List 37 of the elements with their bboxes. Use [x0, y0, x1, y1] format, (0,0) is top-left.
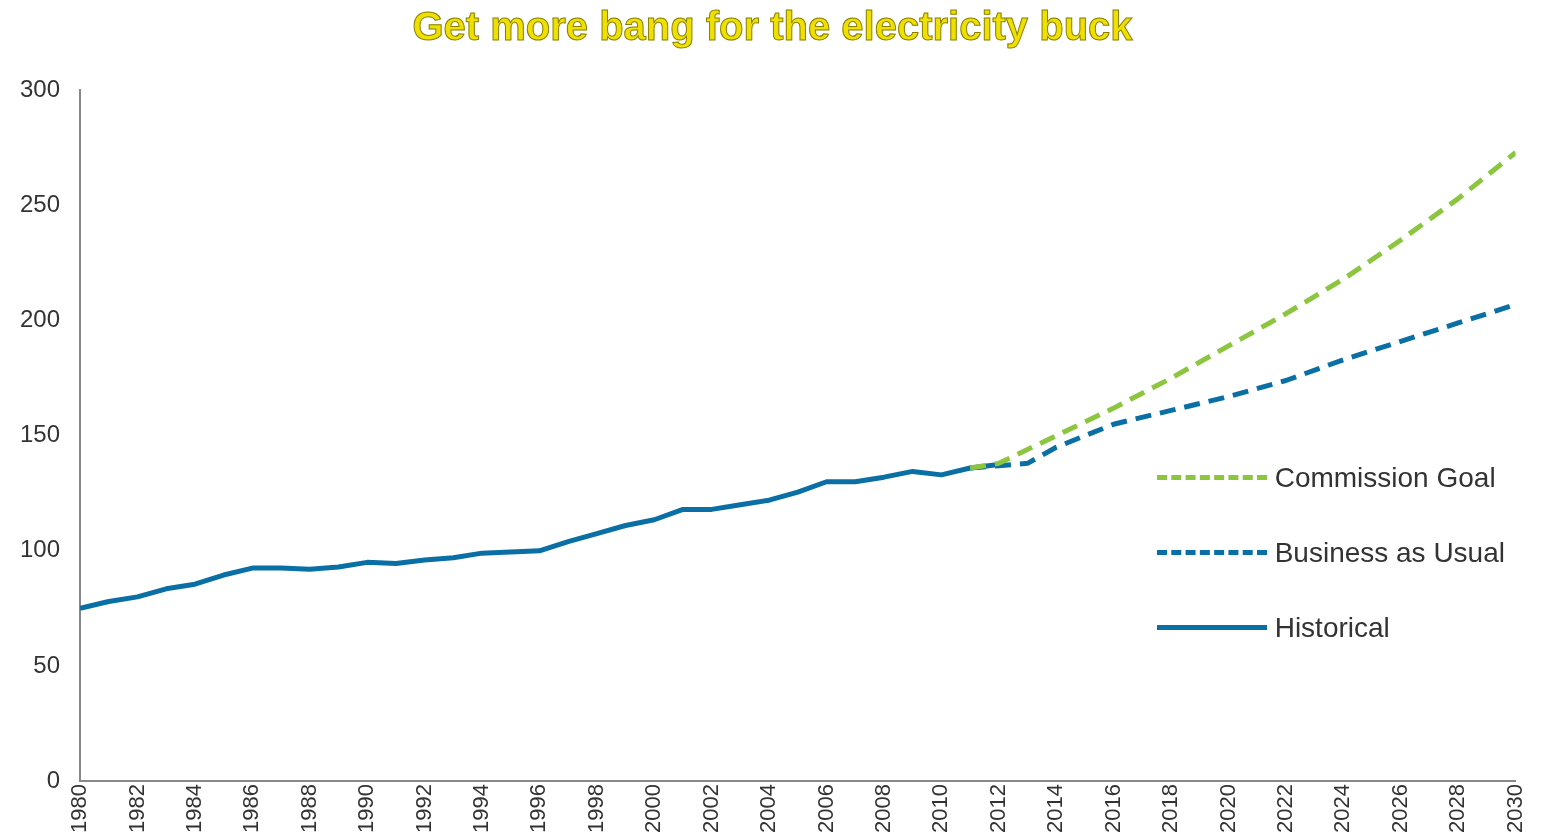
x-tick-label: 1990 [353, 784, 379, 834]
x-tick-label: 2020 [1214, 784, 1240, 834]
y-tick-label: 150 [20, 420, 61, 448]
x-tick-label: 1988 [295, 784, 321, 834]
x-tick-label: 2002 [697, 784, 723, 834]
x-tick-label: 2018 [1157, 784, 1183, 834]
x-tick-label: 2010 [927, 784, 953, 834]
x-tick-label: 2030 [1501, 784, 1527, 834]
x-tick-label: 1986 [238, 784, 264, 834]
x-tick-label: 2006 [812, 784, 838, 834]
x-tick-label: 2024 [1329, 784, 1355, 834]
legend-label: Commission Goal [1274, 461, 1496, 494]
x-tick-label: 2014 [1042, 784, 1068, 834]
x-tick-label: 1994 [468, 784, 494, 834]
y-tick-label: 250 [20, 190, 61, 218]
x-tick-label: 2004 [755, 784, 781, 834]
x-tick-label: 1992 [410, 784, 436, 834]
x-tick-label: 1982 [123, 784, 149, 834]
x-tick-label: 1996 [525, 784, 551, 834]
x-tick-label: 2016 [1099, 784, 1125, 834]
y-tick-label: 200 [20, 305, 61, 333]
legend-label: Business as Usual [1274, 536, 1505, 569]
x-tick-label: 2008 [870, 784, 896, 834]
chart-title: Get more bang for the electricity buck [411, 4, 1134, 49]
x-tick-label: 2000 [640, 784, 666, 834]
legend-label: Historical [1274, 611, 1390, 644]
y-tick-label: 0 [46, 765, 61, 793]
y-tick-label: 100 [20, 535, 61, 563]
x-tick-label: 1980 [66, 784, 92, 834]
x-tick-label: 2022 [1271, 784, 1297, 834]
x-tick-label: 2026 [1386, 784, 1412, 834]
x-tick-label: 1998 [582, 784, 608, 834]
y-tick-label: 300 [20, 75, 61, 103]
y-tick-label: 50 [33, 650, 61, 678]
x-tick-label: 2012 [984, 784, 1010, 834]
x-tick-label: 2028 [1444, 784, 1470, 834]
x-tick-label: 1984 [180, 784, 206, 834]
